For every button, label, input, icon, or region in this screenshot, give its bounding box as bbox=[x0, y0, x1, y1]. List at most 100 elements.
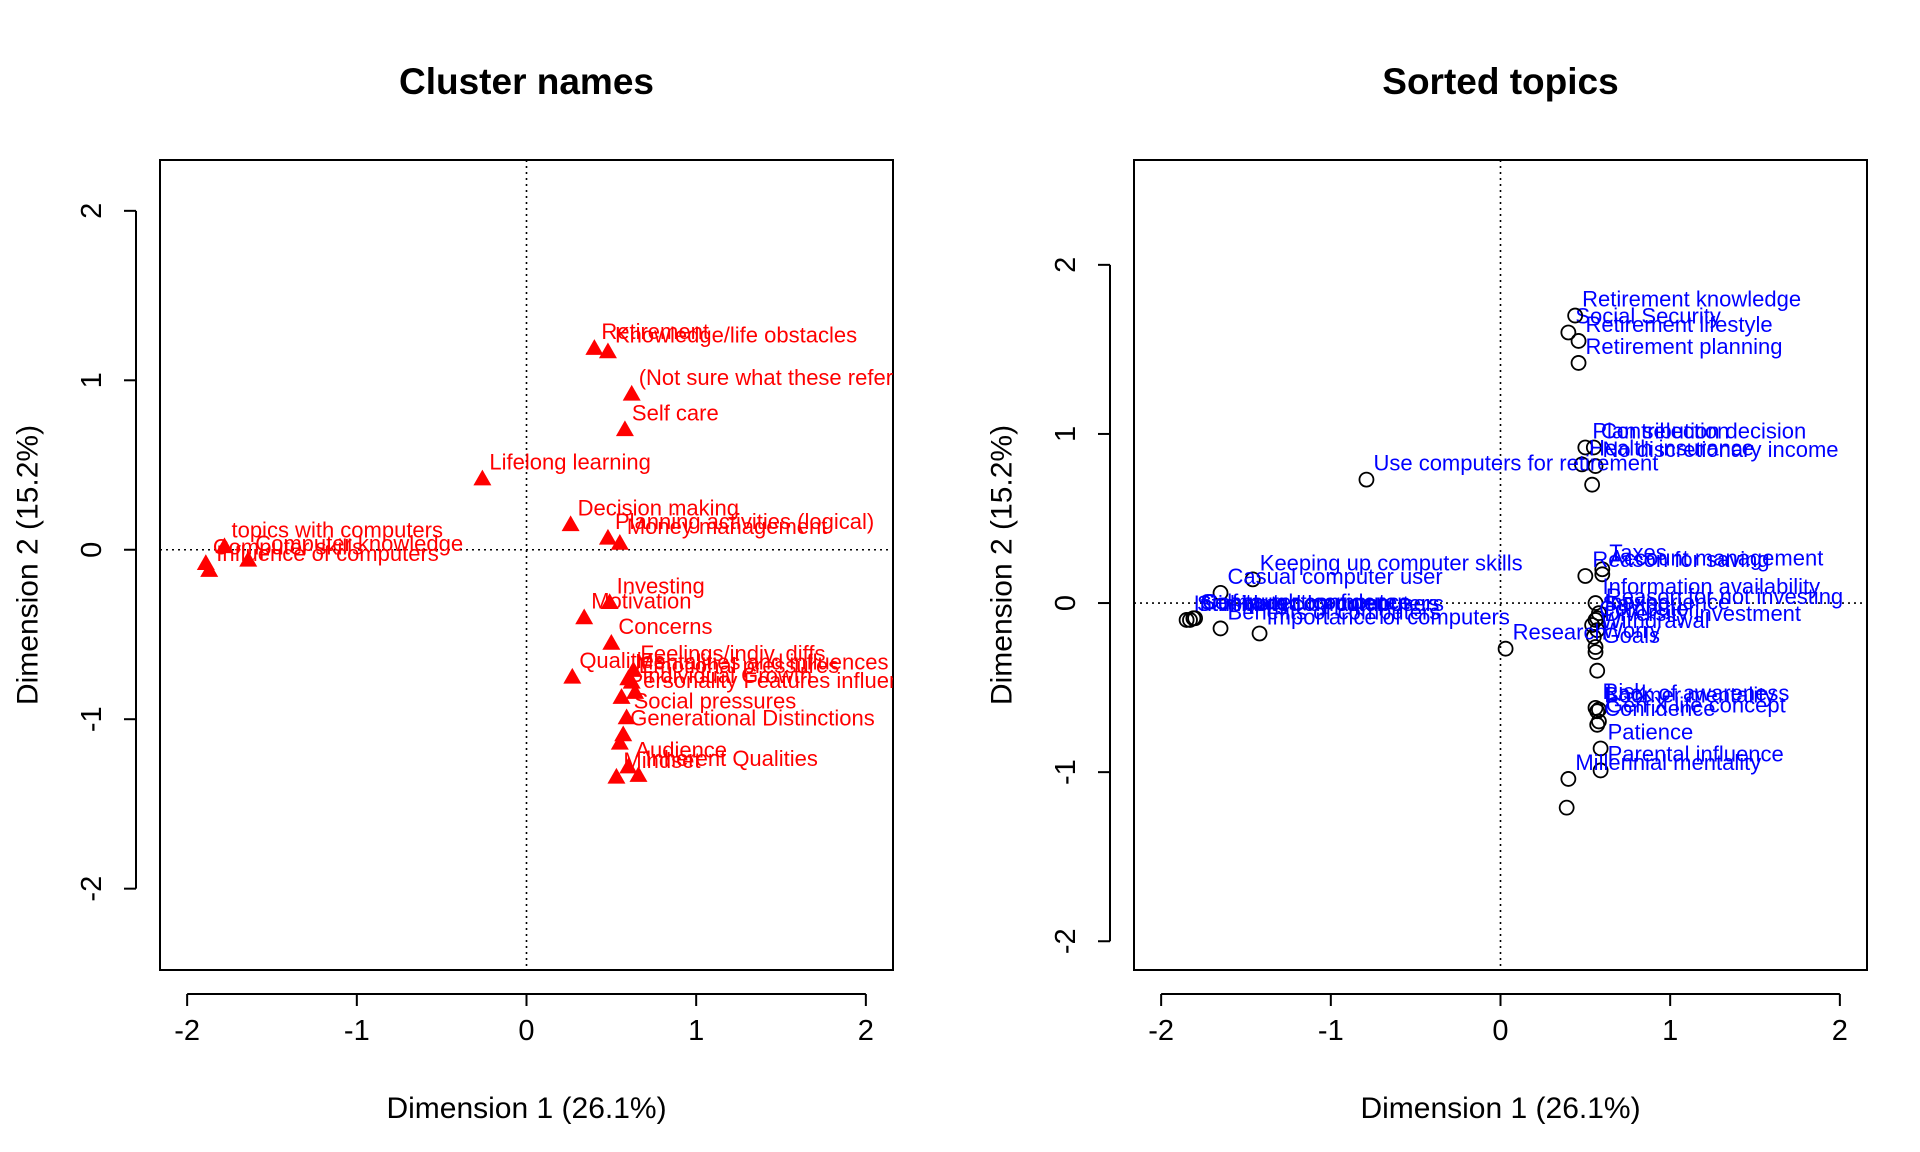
data-point-marker bbox=[239, 550, 258, 567]
y-tick-label: -2 bbox=[76, 876, 108, 902]
data-point-label: Reason for not investing bbox=[1606, 584, 1843, 609]
data-point-marker bbox=[1587, 644, 1604, 660]
data-point-label: Feelings/indiv. diffs bbox=[640, 641, 825, 666]
data-point-label: Emotional pressures bbox=[639, 653, 840, 678]
data-point-label: Mindset bbox=[623, 748, 700, 773]
chart-title: Cluster names bbox=[399, 61, 654, 102]
data-point-marker bbox=[622, 672, 641, 689]
data-point-marker bbox=[598, 528, 617, 545]
data-point-label: Inherent Qualities bbox=[645, 746, 817, 771]
data-point-marker bbox=[629, 766, 648, 782]
y-tick-label: -1 bbox=[1050, 759, 1082, 785]
data-point-marker bbox=[1592, 762, 1609, 779]
x-tick-label: 2 bbox=[858, 1015, 874, 1047]
data-point-label: Knowledge/life obstacles bbox=[615, 322, 857, 347]
data-point-marker bbox=[473, 469, 492, 486]
data-point-marker bbox=[610, 533, 629, 550]
data-point-label: Millennial mentality bbox=[1575, 750, 1761, 775]
x-tick-label: 2 bbox=[1832, 1015, 1848, 1047]
x-tick-label: 0 bbox=[1492, 1015, 1508, 1047]
data-point-marker bbox=[1577, 439, 1594, 456]
y-tick-label: -2 bbox=[1050, 928, 1082, 954]
x-axis: -2 -1 0 1 2 Dimension 1 (26.1%) bbox=[1148, 993, 1848, 1125]
data-point-label: Concerns bbox=[618, 614, 712, 639]
data-point-label: Personality Features influencing bbox=[629, 668, 942, 693]
data-point-label: Withdrawal bbox=[1601, 608, 1710, 633]
data-point-label: Importance of computers bbox=[1267, 604, 1510, 629]
data-point-marker bbox=[1585, 439, 1602, 456]
data-point-label: (Not sure what these refer to ex bbox=[639, 365, 947, 390]
data-point-marker bbox=[626, 683, 645, 699]
data-point-marker bbox=[1570, 333, 1587, 349]
data-point-marker bbox=[1591, 701, 1607, 718]
x-tick-label: 1 bbox=[688, 1015, 704, 1047]
y-tick-label: 2 bbox=[1050, 257, 1082, 273]
y-tick-label: 1 bbox=[1050, 426, 1082, 442]
data-point-marker bbox=[215, 537, 234, 554]
y-axis-label: Dimension 2 (15.2%) bbox=[986, 425, 1019, 705]
x-axis-label: Dimension 1 (26.1%) bbox=[1360, 1092, 1640, 1125]
data-point-label: Planning activities (logical) bbox=[615, 509, 874, 534]
data-point-label: Use computers for retirement bbox=[1373, 451, 1658, 476]
data-point-label: Goals bbox=[1603, 623, 1660, 648]
y-tick-label: -1 bbox=[76, 706, 108, 732]
chart-title: Sorted topics bbox=[1382, 61, 1618, 102]
data-point-marker bbox=[561, 515, 580, 532]
data-point-marker bbox=[1244, 571, 1261, 588]
y-axis: -2 -1 0 1 2 Dimension 2 (15.2%) bbox=[986, 257, 1111, 954]
data-point-label: Social Security bbox=[1575, 303, 1721, 328]
data-point-label: Self-taught computer bbox=[1200, 589, 1404, 614]
data-point-label: Health insurance bbox=[1589, 435, 1754, 460]
data-point-label: Keeping up computer skills bbox=[1260, 550, 1523, 575]
data-point-label: No discretionary income bbox=[1603, 437, 1839, 462]
data-point-label: Retirement planning bbox=[1586, 334, 1783, 359]
data-point-marker bbox=[1212, 585, 1229, 601]
data-point-label: Plan selection bbox=[1592, 418, 1729, 443]
x-tick-label: -2 bbox=[1148, 1015, 1174, 1047]
data-point-marker bbox=[598, 342, 617, 359]
data-point-label: Mentalities and influences for m bbox=[635, 650, 944, 675]
data-point-label: Audience bbox=[635, 738, 727, 763]
data-point-label: Patience bbox=[1608, 719, 1694, 744]
y-tick-label: 1 bbox=[76, 372, 108, 388]
data-point-label: Stubborn computer users bbox=[1197, 591, 1444, 616]
data-point-marker bbox=[622, 384, 641, 401]
data-point-marker bbox=[1584, 617, 1601, 633]
x-tick-label: -2 bbox=[174, 1015, 200, 1047]
data-point-label: Individual Growth bbox=[642, 663, 812, 688]
x-tick-label: -1 bbox=[1318, 1015, 1344, 1047]
data-point-label: Retirement knowledge bbox=[1582, 287, 1801, 312]
data-point-label: Investing bbox=[617, 573, 705, 598]
data-point-marker bbox=[600, 593, 619, 610]
y-tick-label: 2 bbox=[76, 203, 108, 219]
data-point-label: Motivation bbox=[591, 589, 691, 614]
data-point-marker bbox=[1592, 740, 1609, 757]
data-point-label: Contribution decision bbox=[1601, 418, 1806, 443]
x-axis: -2 -1 0 1 2 Dimension 1 (26.1%) bbox=[174, 993, 874, 1125]
data-point-marker bbox=[1589, 716, 1606, 733]
data-point-marker bbox=[619, 757, 638, 774]
data-point-label: Computer confidence bbox=[1202, 589, 1411, 614]
x-tick-label: 1 bbox=[1662, 1015, 1678, 1047]
data-point-marker bbox=[1558, 799, 1575, 816]
x-tick-label: 0 bbox=[518, 1015, 534, 1047]
data-point-marker bbox=[1570, 355, 1587, 371]
data-point-label: Risk bbox=[1603, 679, 1647, 704]
data-point-marker bbox=[1594, 561, 1611, 578]
data-point-marker bbox=[1560, 324, 1577, 341]
data-point-marker bbox=[1587, 595, 1604, 611]
data-point-marker bbox=[615, 420, 634, 437]
data-point-label: Benefits of computers bbox=[1228, 599, 1441, 624]
data-point-label: Reason for saving bbox=[1592, 547, 1769, 572]
data-point-label: Generational Distinctions bbox=[630, 705, 875, 730]
x-axis-label: Dimension 1 (26.1%) bbox=[386, 1092, 666, 1125]
data-point-label: Computer knowledge bbox=[255, 531, 463, 556]
data-point-label: Confidence bbox=[1604, 696, 1715, 721]
data-point-marker bbox=[617, 708, 636, 725]
data-point-marker bbox=[1497, 640, 1514, 657]
data-point-label: Account management bbox=[1609, 545, 1823, 570]
data-point-marker bbox=[1584, 476, 1601, 493]
